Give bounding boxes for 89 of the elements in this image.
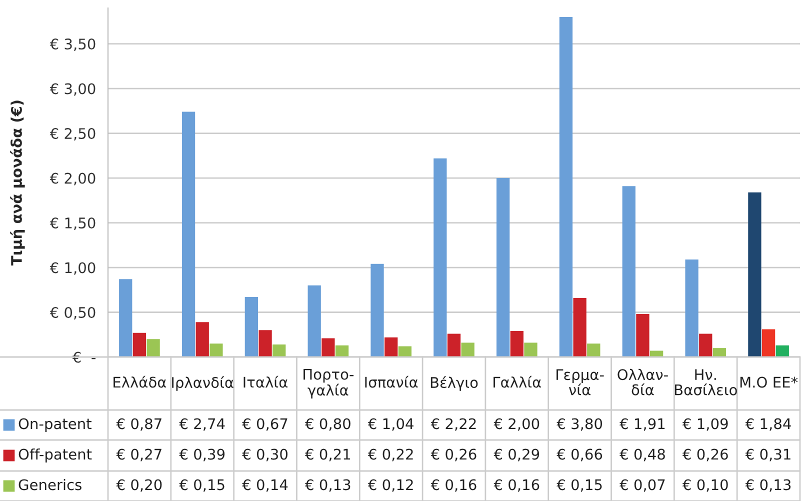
data-label: € 0,21 bbox=[304, 448, 350, 462]
bar bbox=[146, 339, 160, 357]
y-tick-label: € 0,50 bbox=[50, 306, 96, 320]
x-tick-label: Ιταλία bbox=[244, 376, 288, 388]
data-label: € 0,13 bbox=[745, 479, 791, 492]
bar bbox=[308, 285, 321, 357]
bar bbox=[748, 192, 762, 357]
bar bbox=[398, 346, 412, 357]
bar bbox=[573, 298, 586, 357]
bar bbox=[496, 178, 510, 357]
data-label: € 0,39 bbox=[179, 448, 225, 462]
bar bbox=[650, 350, 664, 357]
x-tick-label: Ελλάδα bbox=[114, 376, 166, 388]
data-label: € 0,27 bbox=[116, 448, 162, 462]
data-label: € 0,26 bbox=[430, 448, 476, 462]
bar bbox=[587, 344, 600, 357]
data-label: € 2,74 bbox=[179, 418, 225, 431]
y-tick-label: € 2,00 bbox=[50, 172, 96, 186]
y-tick-label: € 3,50 bbox=[50, 38, 96, 52]
y-tick-label: € - bbox=[72, 352, 96, 363]
bar bbox=[258, 330, 272, 357]
data-label: € 0,16 bbox=[494, 479, 540, 492]
data-label: € 0,20 bbox=[116, 479, 162, 492]
data-label: € 0,30 bbox=[242, 448, 288, 462]
y-tick-label: € 2,50 bbox=[50, 128, 96, 141]
x-tick-label: Βέλγιο bbox=[430, 376, 478, 391]
bar bbox=[272, 344, 286, 357]
data-label: € 2,00 bbox=[494, 418, 540, 431]
bar bbox=[524, 342, 538, 357]
x-tick-label: Γαλλία bbox=[494, 376, 541, 388]
bar bbox=[622, 186, 636, 357]
data-label: € 1,09 bbox=[682, 418, 728, 431]
data-label: € 0,16 bbox=[430, 479, 476, 492]
data-label: € 0,12 bbox=[368, 479, 413, 492]
data-label: € 0,48 bbox=[620, 448, 665, 462]
data-label: € 0,67 bbox=[242, 418, 288, 431]
data-label: € 1,84 bbox=[745, 418, 791, 431]
bar bbox=[196, 322, 209, 357]
data-label: € 0,15 bbox=[179, 479, 224, 492]
data-label: € 3,80 bbox=[556, 418, 602, 431]
legend-label: On-patent bbox=[18, 418, 92, 432]
bar bbox=[685, 259, 698, 357]
bar bbox=[384, 337, 398, 357]
bar bbox=[712, 348, 726, 357]
legend-label: Generics bbox=[18, 478, 82, 490]
x-tick-label: Ην. Βασίλειο bbox=[674, 369, 737, 396]
bar bbox=[244, 297, 258, 357]
x-tick-label: Ιρλανδία bbox=[172, 376, 234, 391]
x-tick-label: Μ.Ο ΕΕ* bbox=[740, 376, 798, 388]
bar bbox=[434, 158, 447, 357]
bar bbox=[210, 344, 223, 357]
bar bbox=[370, 264, 384, 357]
bar bbox=[776, 345, 789, 357]
data-label: € 2,22 bbox=[430, 418, 476, 431]
y-axis-title: Τιμή ανά μονάδα (€) bbox=[10, 100, 25, 266]
data-label: € 0,66 bbox=[556, 448, 602, 462]
bar bbox=[699, 334, 712, 357]
data-label: € 0,10 bbox=[682, 479, 728, 492]
y-tick-label: € 1,50 bbox=[50, 217, 96, 230]
data-label: € 0,29 bbox=[494, 448, 540, 462]
bar bbox=[182, 112, 196, 357]
data-label: € 0,22 bbox=[368, 448, 413, 462]
legend-label: Off-patent bbox=[18, 448, 92, 463]
bar bbox=[322, 338, 335, 357]
bar bbox=[762, 329, 776, 357]
x-tick-label: Ολλαν- δία bbox=[618, 368, 668, 396]
data-label: € 1,04 bbox=[368, 418, 414, 431]
data-label: € 0,26 bbox=[682, 448, 728, 462]
data-label: € 0,31 bbox=[745, 448, 790, 462]
data-label: € 0,13 bbox=[304, 479, 350, 492]
x-tick-label: Ισπανία bbox=[365, 376, 418, 388]
data-label: € 1,91 bbox=[620, 418, 665, 431]
data-label: € 0,15 bbox=[556, 479, 602, 492]
bar bbox=[132, 332, 146, 357]
bar bbox=[636, 314, 650, 357]
data-label: € 0,80 bbox=[304, 418, 350, 431]
y-tick-label: € 3,00 bbox=[50, 83, 96, 96]
x-tick-label: Πορτο- γαλία bbox=[304, 368, 354, 398]
bar bbox=[447, 334, 461, 357]
bar bbox=[559, 16, 573, 357]
x-tick-label: Γερμα- νία bbox=[556, 369, 604, 396]
bar bbox=[335, 345, 349, 357]
y-tick-label: € 1,00 bbox=[50, 262, 96, 275]
bar bbox=[119, 279, 132, 357]
bar bbox=[461, 342, 474, 357]
data-label: € 0,14 bbox=[242, 479, 288, 492]
data-label: € 0,87 bbox=[116, 418, 162, 431]
data-label: € 0,07 bbox=[620, 479, 665, 492]
bar bbox=[510, 331, 524, 357]
